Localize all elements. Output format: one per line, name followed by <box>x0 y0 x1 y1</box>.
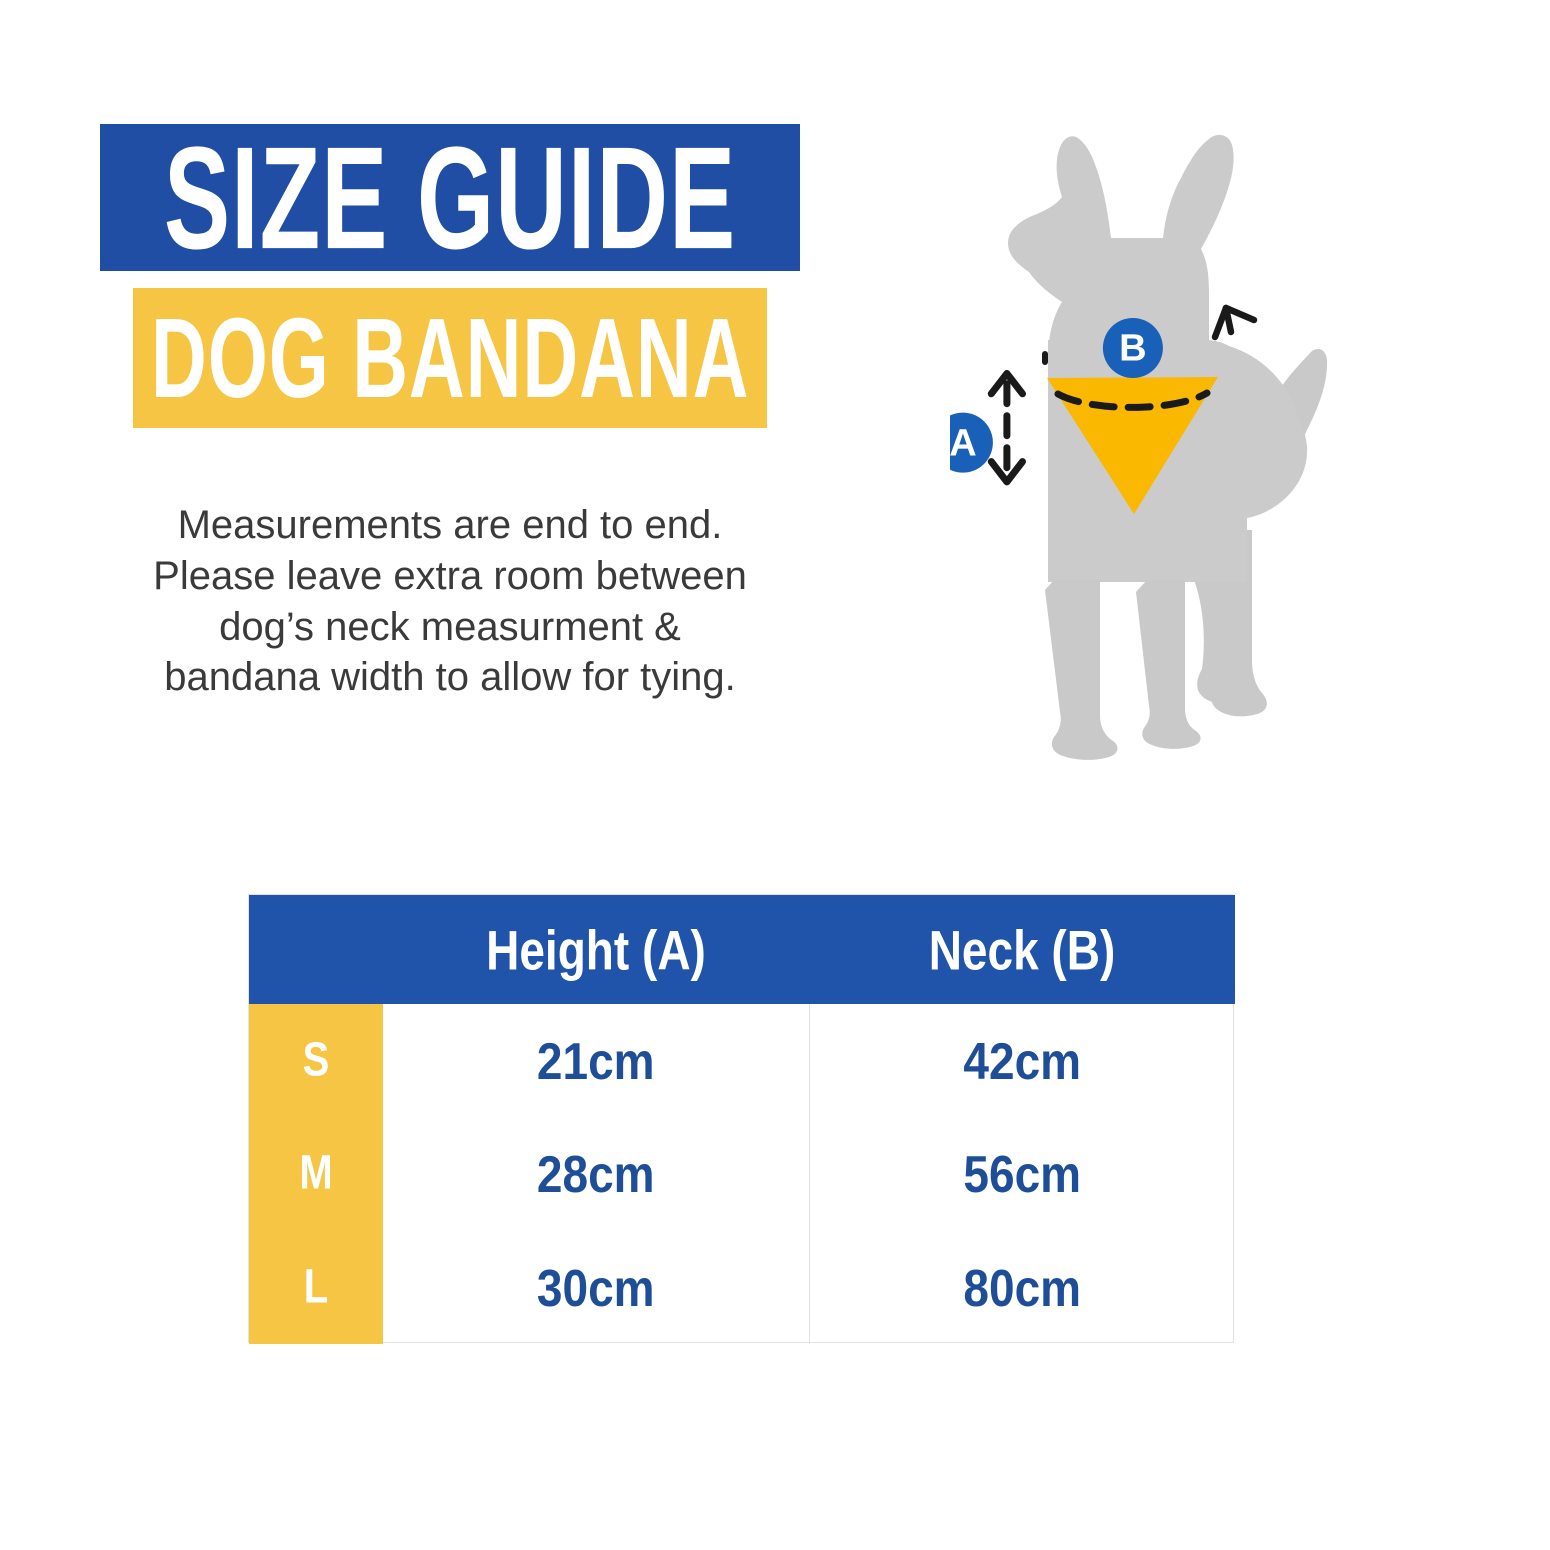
svg-text:B: B <box>1119 328 1146 370</box>
svg-text:A: A <box>950 423 977 465</box>
